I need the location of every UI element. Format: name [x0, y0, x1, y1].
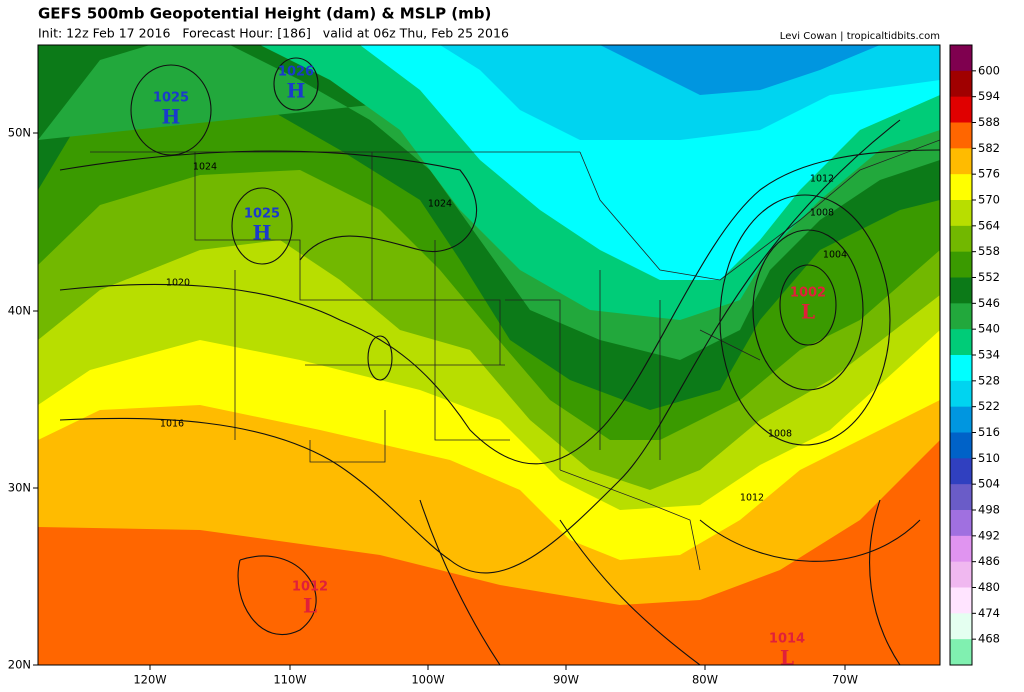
x-tick-label: 80W: [692, 673, 718, 687]
isobar-label: 1016: [160, 419, 184, 430]
map-frame: [37, 44, 941, 666]
colorbar-swatch: [950, 70, 972, 98]
isobar: [367, 335, 393, 381]
center-symbol: L: [780, 646, 794, 670]
colorbar-swatch: [950, 432, 972, 459]
colorbar-label: 486: [978, 554, 1000, 568]
x-tick-label: 70W: [832, 673, 858, 687]
title: GEFS 500mb Geopotential Height (dam) & M…: [38, 5, 491, 23]
colorbar-swatch: [950, 510, 972, 537]
colorbar-swatch: [950, 535, 972, 563]
colorbar-label: 468: [978, 632, 1000, 646]
colorbar-label: 570: [978, 193, 1000, 207]
y-tick-label: 20N: [8, 658, 31, 672]
colorbar-label: 474: [978, 606, 1000, 620]
center-value: 1025: [244, 207, 280, 222]
colorbar-swatch: [950, 200, 972, 227]
colorbar-label: 510: [978, 451, 1000, 465]
colorbar-swatch: [950, 639, 972, 666]
colorbar-swatch: [950, 458, 972, 485]
isobar-label: 1012: [810, 174, 834, 185]
colorbar-label: 504: [978, 477, 1000, 491]
colorbar-swatch: [950, 251, 972, 278]
isobar: [779, 264, 837, 346]
borders: [90, 139, 940, 571]
colorbar-swatch: [950, 174, 972, 201]
colorbar-swatch: [950, 96, 972, 123]
isobar: [752, 229, 864, 391]
colorbar-label: 540: [978, 322, 1000, 336]
colorbar-swatch: [950, 587, 972, 614]
colorbar-swatch: [950, 122, 972, 149]
center-symbol: H: [287, 79, 306, 103]
colorbar-label: 552: [978, 270, 1000, 284]
center-symbol: L: [303, 594, 317, 618]
colorbar-label: 492: [978, 528, 1000, 542]
isobar-label: 1024: [428, 199, 452, 210]
subtitle: Init: 12z Feb 17 2016 Forecast Hour: [18…: [38, 26, 509, 41]
center-symbol: H: [162, 105, 181, 129]
border: [90, 139, 940, 571]
credit: Levi Cowan | tropicaltidbits.com: [780, 31, 940, 42]
colorbar-label: 546: [978, 296, 1000, 310]
x-tick-label: 120W: [133, 673, 166, 687]
center-value: 1014: [769, 632, 805, 647]
colorbar-label: 516: [978, 425, 1000, 439]
isobar-label: 1020: [166, 278, 190, 289]
center-value: 1025: [153, 91, 189, 106]
colorbar-swatch: [950, 380, 972, 408]
colorbar-label: 594: [978, 89, 1000, 103]
height-field: [38, 45, 940, 665]
colorbar-swatch: [950, 225, 972, 253]
center-symbol: L: [801, 300, 815, 324]
isobar: [130, 64, 212, 156]
colorbar-swatch: [950, 484, 972, 511]
colorbar-label: 564: [978, 218, 1000, 232]
band: [600, 45, 880, 95]
colorbar-swatch: [950, 329, 972, 356]
isobar-label: 1008: [768, 429, 792, 440]
map: [38, 45, 940, 665]
isobar: [273, 57, 319, 111]
colorbar-swatch: [950, 277, 972, 304]
y-tick-label: 40N: [8, 304, 31, 318]
overlay: 600 594 588 582 576 570 564 558 552 546 540 534 528 5…: [8, 44, 1000, 687]
colorbar-label: 528: [978, 373, 1000, 387]
colorbar-label: 588: [978, 115, 1000, 129]
center-value: 1002: [790, 286, 826, 301]
colorbar-swatch: [950, 355, 972, 382]
isobar-label: 1024: [193, 162, 217, 173]
x-tick-label: 110W: [273, 673, 306, 687]
center-value: 1012: [292, 580, 328, 595]
colorbar-swatch: [950, 406, 972, 433]
y-tick-label: 30N: [8, 481, 31, 495]
colorbar-label: 576: [978, 167, 1000, 181]
x-tick-label: 100W: [411, 673, 444, 687]
center-value: 1026: [278, 65, 314, 80]
colorbar-label: 522: [978, 399, 1000, 413]
x-tick-label: 90W: [553, 673, 579, 687]
isobar-label: 1004: [823, 250, 847, 261]
isobars: [59, 57, 940, 665]
colorbar-label: 600: [978, 63, 1000, 77]
isobar-label: 1012: [740, 493, 764, 504]
colorbar-swatch: [950, 561, 972, 588]
center-symbol: H: [253, 221, 272, 245]
isobar: [59, 119, 940, 665]
colorbar-swatch: [950, 45, 972, 72]
isobar-label: 1008: [810, 208, 834, 219]
isobar: [231, 187, 293, 265]
colorbar-swatch: [950, 613, 972, 640]
colorbar-label: 498: [978, 503, 1000, 517]
colorbar-label: 480: [978, 580, 1000, 594]
colorbar-swatch: [950, 148, 972, 175]
isobar: [719, 194, 891, 446]
colorbar-label: 534: [978, 348, 1000, 362]
y-tick-label: 50N: [8, 126, 31, 140]
colorbar-swatch: [950, 303, 972, 330]
colorbar-label: 582: [978, 141, 1000, 155]
colorbar-label: 558: [978, 244, 1000, 258]
